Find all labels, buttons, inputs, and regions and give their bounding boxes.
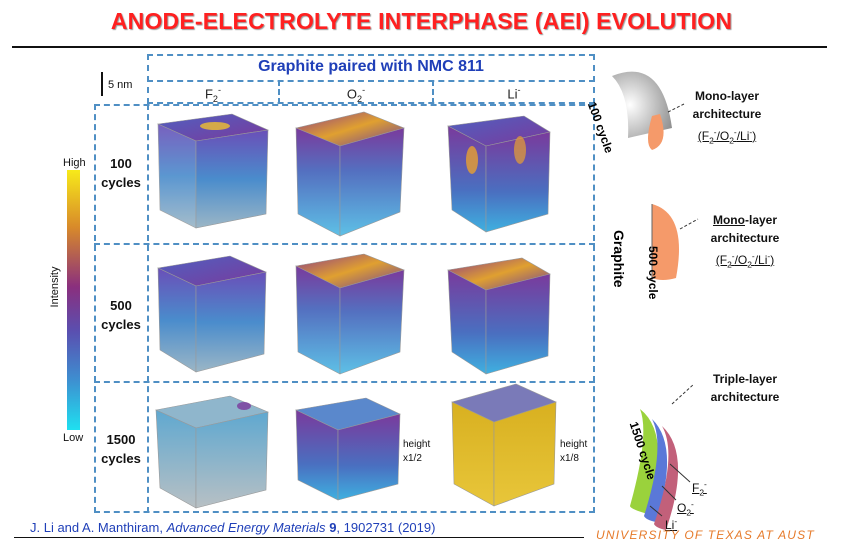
cube-500-o2 <box>295 253 405 375</box>
cube-100-o2 <box>295 111 405 237</box>
colorbar-high-label: High <box>63 157 86 169</box>
height-note-o2: height x1/2 <box>403 439 431 464</box>
cube-100-li <box>447 115 551 233</box>
row-divider-2 <box>94 381 595 383</box>
label-li: Li- <box>665 516 678 532</box>
cube-100-f2 <box>156 113 270 229</box>
mono-layer-label-100: Mono-layer architecture (F2-/O2-/Li-) <box>692 89 762 146</box>
row-divider-1 <box>94 243 595 245</box>
title-rule <box>12 46 827 48</box>
col-divider-1 <box>278 80 280 104</box>
leader-line-100 <box>667 103 685 113</box>
col-label-f2: F2- <box>204 85 222 104</box>
cube-1500-f2 <box>155 395 269 509</box>
label-500-cycle: 500 cycle <box>646 246 660 300</box>
label-o2: O2- <box>677 499 694 518</box>
page-title: ANODE-ELECTROLYTE INTERPHASE (AEI) EVOLU… <box>110 8 733 34</box>
header-box <box>147 54 595 104</box>
leader-li <box>649 505 663 517</box>
col-label-li: Li- <box>507 85 521 102</box>
scale-bar-label: 5 nm <box>108 79 133 91</box>
header-title: Graphite paired with NMC 811 <box>258 58 484 75</box>
cube-500-li <box>447 257 551 375</box>
row-label-500: 500 cycles <box>101 298 141 332</box>
university-footer: UNIVERSITY OF TEXAS AT AUST <box>596 528 815 542</box>
triple-layer-f2 <box>630 409 659 514</box>
triple-layer-label: Triple-layer architecture <box>710 372 780 404</box>
col-divider-2 <box>432 80 434 104</box>
leader-line-500 <box>679 218 699 230</box>
row-label-1500: 1500 cycles <box>101 432 141 466</box>
row-label-divider <box>147 104 149 513</box>
cube-500-f2 <box>157 255 267 373</box>
triple-layer-o2 <box>644 419 668 522</box>
mono-layer-500 <box>652 204 679 280</box>
triple-layer-li <box>654 426 679 530</box>
leader-f2 <box>669 463 691 483</box>
height-note-li: height x1/8 <box>560 439 588 464</box>
citation: J. Li and A. Manthiram, Advanced Energy … <box>30 520 436 535</box>
col-label-o2: O2- <box>346 85 366 104</box>
label-graphite: Graphite <box>611 230 627 288</box>
cube-1500-o2 <box>295 397 401 501</box>
cube-1500-li <box>451 383 557 507</box>
scale-bar <box>101 72 103 96</box>
colorbar-low-label: Low <box>63 432 84 444</box>
grid-box <box>94 104 595 513</box>
mono-layer-100 <box>648 114 664 150</box>
leader-o2 <box>661 485 677 501</box>
mono-layer-label-500: Mono-layer architecture (F2-/O2-/Li-) <box>710 213 780 270</box>
architecture-schematic <box>612 71 699 530</box>
header-divider <box>147 80 595 82</box>
colorbar <box>67 170 80 430</box>
label-f2: F2- <box>692 479 707 498</box>
row-label-100: 100 cycles <box>101 156 141 190</box>
footer-rule <box>14 537 584 538</box>
